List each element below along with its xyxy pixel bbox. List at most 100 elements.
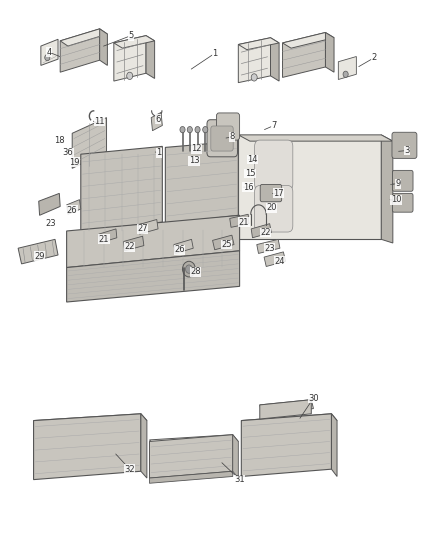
Polygon shape (100, 29, 107, 66)
Polygon shape (241, 414, 337, 427)
Text: 3: 3 (404, 146, 410, 155)
Text: 36: 36 (63, 148, 73, 157)
Polygon shape (138, 220, 158, 234)
Polygon shape (72, 118, 106, 168)
Text: 21: 21 (99, 235, 109, 244)
Text: 7: 7 (271, 121, 277, 130)
Text: 29: 29 (34, 252, 45, 261)
Text: 19: 19 (69, 158, 79, 166)
FancyBboxPatch shape (254, 140, 293, 190)
Polygon shape (238, 38, 271, 83)
Polygon shape (39, 193, 60, 215)
Text: 32: 32 (124, 465, 135, 474)
Circle shape (180, 126, 185, 133)
Text: 21: 21 (239, 217, 249, 227)
Text: 24: 24 (275, 257, 285, 266)
FancyBboxPatch shape (392, 132, 417, 158)
Polygon shape (34, 414, 147, 427)
Circle shape (251, 74, 257, 81)
Circle shape (187, 126, 192, 133)
FancyBboxPatch shape (392, 193, 413, 212)
Polygon shape (238, 38, 279, 50)
Polygon shape (260, 400, 311, 419)
Polygon shape (271, 38, 279, 81)
Circle shape (195, 126, 200, 133)
FancyBboxPatch shape (216, 113, 240, 140)
Polygon shape (241, 414, 332, 477)
FancyBboxPatch shape (207, 120, 237, 157)
Polygon shape (260, 400, 314, 414)
Polygon shape (151, 112, 162, 131)
Text: 31: 31 (234, 475, 245, 484)
Polygon shape (283, 33, 334, 48)
Text: 18: 18 (54, 135, 65, 144)
Text: 28: 28 (190, 267, 201, 276)
FancyBboxPatch shape (260, 184, 282, 201)
Polygon shape (166, 141, 238, 224)
Polygon shape (141, 414, 147, 478)
Text: 17: 17 (273, 189, 283, 198)
Polygon shape (114, 36, 146, 81)
FancyBboxPatch shape (254, 185, 293, 232)
Polygon shape (264, 252, 286, 266)
Polygon shape (149, 435, 238, 447)
Text: 26: 26 (174, 245, 185, 254)
Text: 20: 20 (266, 204, 277, 213)
Polygon shape (18, 239, 58, 264)
Text: 11: 11 (95, 117, 105, 126)
Polygon shape (41, 39, 58, 66)
Polygon shape (257, 239, 280, 254)
Text: 16: 16 (243, 183, 254, 191)
Text: 1: 1 (212, 49, 217, 58)
Text: 25: 25 (222, 240, 232, 249)
Text: 12: 12 (191, 144, 202, 154)
Polygon shape (238, 135, 393, 141)
Text: 23: 23 (265, 244, 275, 253)
Text: 4: 4 (47, 48, 52, 57)
Circle shape (127, 72, 133, 79)
Text: 9: 9 (396, 180, 401, 189)
Polygon shape (60, 29, 100, 72)
Circle shape (203, 126, 208, 133)
Polygon shape (332, 414, 337, 477)
Polygon shape (67, 251, 240, 302)
Polygon shape (99, 229, 117, 243)
Polygon shape (338, 56, 357, 79)
Polygon shape (283, 33, 325, 77)
Circle shape (183, 261, 195, 277)
Text: 2: 2 (372, 53, 377, 62)
Text: 6: 6 (155, 115, 161, 124)
Circle shape (186, 265, 192, 273)
Circle shape (45, 54, 50, 61)
Polygon shape (238, 135, 381, 239)
Text: 8: 8 (229, 133, 235, 141)
Text: 30: 30 (308, 394, 319, 402)
Text: 27: 27 (137, 224, 148, 233)
Polygon shape (325, 33, 334, 72)
Polygon shape (146, 36, 155, 78)
Circle shape (343, 71, 348, 77)
Text: 10: 10 (391, 195, 401, 204)
Polygon shape (381, 135, 393, 243)
Polygon shape (212, 235, 234, 250)
Polygon shape (67, 215, 240, 268)
Polygon shape (81, 147, 162, 231)
Text: 14: 14 (247, 155, 258, 164)
Polygon shape (149, 435, 233, 478)
Polygon shape (34, 414, 141, 480)
Polygon shape (230, 214, 249, 228)
Text: 26: 26 (67, 206, 78, 215)
FancyBboxPatch shape (211, 126, 233, 151)
Polygon shape (233, 435, 238, 478)
Polygon shape (174, 239, 193, 254)
Polygon shape (60, 29, 107, 46)
Polygon shape (114, 36, 155, 48)
Text: 13: 13 (189, 157, 199, 165)
Text: 22: 22 (124, 242, 135, 251)
Text: 1: 1 (156, 148, 162, 157)
FancyBboxPatch shape (392, 171, 413, 191)
Text: 22: 22 (260, 228, 271, 237)
Text: 5: 5 (128, 31, 134, 40)
Text: 15: 15 (245, 169, 255, 178)
Polygon shape (251, 224, 272, 238)
